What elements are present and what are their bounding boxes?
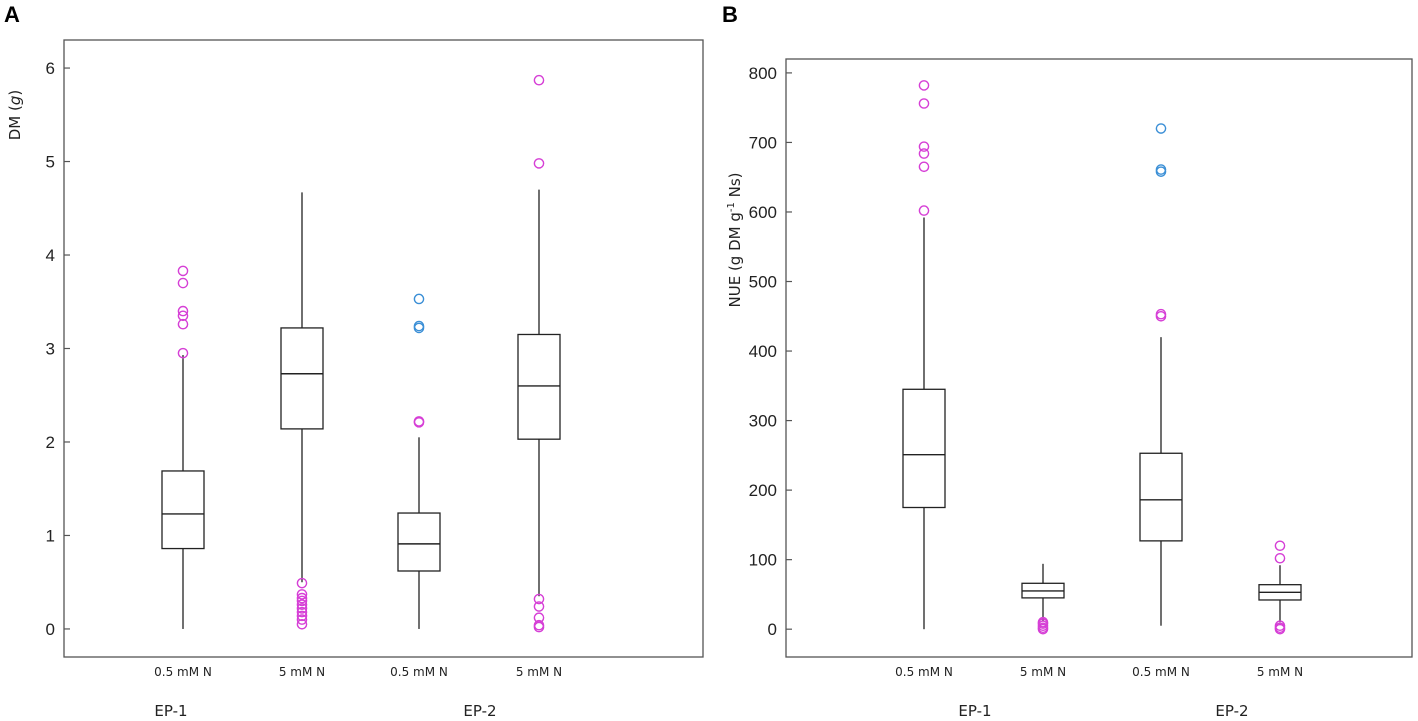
outlier-point	[533, 158, 545, 169]
outlier-point	[177, 318, 189, 330]
group-label: EP-2	[1215, 702, 1248, 720]
box-1	[902, 80, 946, 630]
category-label: 5 mM N	[1020, 665, 1066, 679]
outlier-point	[177, 347, 189, 359]
outlier-point	[1155, 310, 1167, 322]
outlier-point	[918, 161, 930, 173]
y-tick-label: 6	[46, 59, 55, 78]
y-tick-label: 3	[46, 340, 55, 359]
outlier-point	[296, 606, 308, 618]
outlier-point	[413, 293, 425, 305]
outlier-point	[533, 612, 545, 624]
outlier-point	[1155, 164, 1167, 175]
chart-panel-a: 0 1 2 3 4 5 6 DM (g) 0.5 mM N 5 mM N 0.5 mM N 5 mM …	[6, 39, 704, 720]
outlier-point	[296, 595, 308, 607]
y-tick-label: 600	[749, 203, 777, 222]
category-label: 5 mM N	[516, 665, 562, 679]
box-iqr	[280, 327, 324, 430]
outlier-point	[1155, 308, 1167, 320]
y-axis-label-end: )	[6, 90, 24, 96]
outlier-point	[296, 599, 308, 610]
outlier-point	[533, 74, 545, 86]
category-label: 0.5 mM N	[154, 665, 212, 679]
y-tick-label: 5	[46, 153, 55, 172]
box-iqr	[902, 388, 946, 509]
outlier-point	[413, 320, 425, 332]
outlier-point	[533, 601, 545, 612]
y-tick-label: 800	[749, 64, 777, 83]
outlier-point	[413, 416, 425, 427]
outlier-point	[533, 619, 545, 631]
category-label: 0.5 mM N	[1132, 665, 1190, 679]
category-label: 0.5 mM N	[895, 665, 953, 679]
box-3	[1139, 123, 1183, 626]
category-label: 0.5 mM N	[390, 665, 448, 679]
plot-frame	[63, 39, 704, 658]
y-tick-label: 700	[749, 133, 777, 152]
outlier-point	[918, 205, 930, 216]
box-iqr	[517, 333, 561, 440]
outlier-point	[296, 592, 308, 604]
outlier-point	[296, 618, 308, 630]
outlier-point	[918, 98, 930, 109]
category-label: 5 mM N	[279, 665, 325, 679]
outlier-point	[296, 577, 308, 589]
box-iqr	[1139, 452, 1183, 542]
panel-a-letter: A	[4, 2, 20, 27]
y-tick-label: 0	[768, 620, 777, 639]
box-iqr	[161, 470, 205, 550]
y-axis-label-main: NUE (g DM g	[726, 212, 744, 307]
box-iqr	[397, 512, 441, 572]
outlier-point	[177, 310, 189, 322]
y-axis-label: NUE (g DM g-1 Ns)	[726, 172, 744, 307]
outlier-point	[1274, 620, 1286, 632]
y-axis-label-unit: g	[6, 96, 24, 106]
y-tick-label: 200	[749, 481, 777, 500]
plot-frame	[785, 58, 1413, 658]
outlier-point	[1037, 616, 1049, 628]
y-axis-label-end: Ns)	[726, 172, 744, 202]
group-label: EP-1	[958, 702, 991, 720]
y-tick-label: 300	[749, 412, 777, 431]
y-axis-label-superscript: -1	[726, 202, 737, 212]
outlier-point	[1155, 166, 1167, 177]
outlier-point	[918, 80, 930, 91]
outlier-point	[177, 305, 189, 317]
y-axis-label: DM (g)	[6, 90, 24, 141]
y-tick-label: 0	[46, 620, 55, 639]
box-2	[280, 192, 324, 630]
outlier-point	[1274, 540, 1286, 552]
category-label: 5 mM N	[1257, 665, 1303, 679]
y-tick-label: 2	[46, 433, 55, 452]
panel-b-letter: B	[722, 2, 738, 27]
box-4	[517, 74, 561, 633]
y-tick-label: 400	[749, 342, 777, 361]
group-label: EP-1	[154, 702, 187, 720]
y-axis-label-main: DM (	[6, 105, 24, 140]
outlier-point	[296, 589, 308, 600]
outlier-point	[918, 141, 930, 152]
box-4	[1258, 540, 1302, 635]
y-tick-label: 4	[46, 246, 55, 265]
y-tick-label: 1	[46, 526, 55, 545]
outlier-point	[177, 265, 189, 277]
chart-panel-b: 0 100 200 300 400 500 600 700 800 NUE (g DM g-1 N…	[726, 58, 1413, 720]
outlier-point	[533, 593, 545, 605]
box-3	[397, 293, 441, 629]
box-1	[161, 265, 205, 629]
outlier-point	[296, 610, 308, 622]
outlier-point	[1274, 552, 1286, 564]
outlier-point	[918, 148, 930, 159]
outlier-point	[1155, 123, 1167, 134]
box-2	[1021, 563, 1065, 635]
outlier-point	[177, 277, 189, 289]
outlier-point	[296, 614, 308, 625]
y-tick-label: 100	[749, 551, 777, 570]
y-tick-label: 500	[749, 273, 777, 292]
group-label: EP-2	[463, 702, 496, 720]
outlier-point	[296, 603, 308, 614]
